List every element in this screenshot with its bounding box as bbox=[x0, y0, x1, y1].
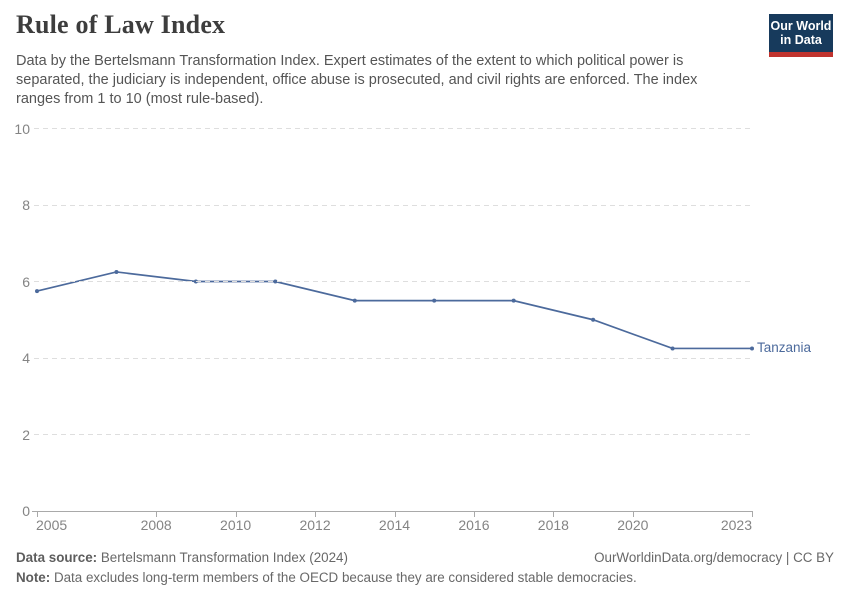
logo-text-line2: in Data bbox=[780, 33, 822, 47]
subtitle-line: separated, the judiciary is independent,… bbox=[16, 72, 698, 88]
x-tick-label: 2014 bbox=[378, 517, 411, 533]
x-tick bbox=[752, 511, 753, 517]
y-tick-label: 4 bbox=[22, 350, 30, 366]
x-tick bbox=[632, 511, 634, 517]
y-gridline bbox=[34, 128, 750, 129]
y-gridline bbox=[34, 204, 750, 206]
x-tick-label: 2010 bbox=[220, 517, 252, 533]
x-tick-label: 2016 bbox=[458, 517, 490, 533]
owid-link[interactable]: OurWorldinData.org/democracy | CC BY bbox=[594, 550, 834, 565]
x-tick bbox=[156, 511, 158, 517]
x-tick bbox=[473, 511, 475, 517]
data-source-text: Data source: Bertelsmann Transformation … bbox=[16, 550, 348, 565]
data-point[interactable] bbox=[432, 298, 437, 303]
data-point[interactable] bbox=[670, 346, 675, 351]
x-tick-label: 2005 bbox=[36, 517, 68, 533]
x-tick-label: 2018 bbox=[537, 517, 569, 533]
chart-footer: Data source: Bertelsmann Transformation … bbox=[16, 548, 834, 588]
data-point[interactable] bbox=[352, 298, 357, 303]
y-tick-label: 2 bbox=[22, 426, 30, 443]
note-label: Note: bbox=[16, 570, 51, 585]
x-tick bbox=[553, 511, 555, 517]
data-point[interactable] bbox=[591, 317, 596, 322]
y-tick-label: 0 bbox=[22, 503, 30, 519]
series-line[interactable] bbox=[36, 271, 752, 350]
subtitle-line: Data by the Bertelsmann Transformation I… bbox=[16, 53, 684, 69]
chart-subtitle: Data by the Bertelsmann Transformation I… bbox=[16, 52, 697, 109]
y-tick-label: 6 bbox=[22, 273, 30, 290]
data-point[interactable] bbox=[511, 298, 516, 303]
owid-logo[interactable]: Our World in Data bbox=[769, 14, 833, 57]
x-tick bbox=[394, 511, 396, 517]
x-tick bbox=[37, 511, 38, 517]
data-source-label: Data source: bbox=[16, 550, 98, 565]
x-tick-label: 2008 bbox=[140, 517, 172, 533]
data-point[interactable] bbox=[35, 289, 39, 294]
data-point[interactable] bbox=[114, 269, 119, 274]
x-tick-label: 2023 bbox=[720, 517, 752, 533]
page-title: Rule of Law Index bbox=[16, 10, 226, 39]
x-tick bbox=[315, 511, 317, 517]
x-axis-line bbox=[32, 511, 752, 512]
y-tick-label: 8 bbox=[22, 197, 30, 213]
y-gridline bbox=[34, 357, 750, 359]
y-gridline bbox=[34, 281, 750, 282]
y-gridline bbox=[34, 434, 750, 435]
x-tick bbox=[235, 511, 237, 517]
subtitle-line: ranges from 1 to 10 (most rule-based). bbox=[16, 91, 264, 107]
y-tick-label: 10 bbox=[14, 120, 30, 137]
logo-text-line1: Our World bbox=[770, 19, 832, 33]
series-label-tanzania[interactable]: Tanzania bbox=[757, 340, 812, 356]
x-tick-label: 2020 bbox=[617, 517, 649, 533]
data-point[interactable] bbox=[750, 346, 754, 351]
x-tick-label: 2012 bbox=[299, 517, 331, 533]
note-text: Note: Data excludes long-term members of… bbox=[16, 570, 637, 585]
